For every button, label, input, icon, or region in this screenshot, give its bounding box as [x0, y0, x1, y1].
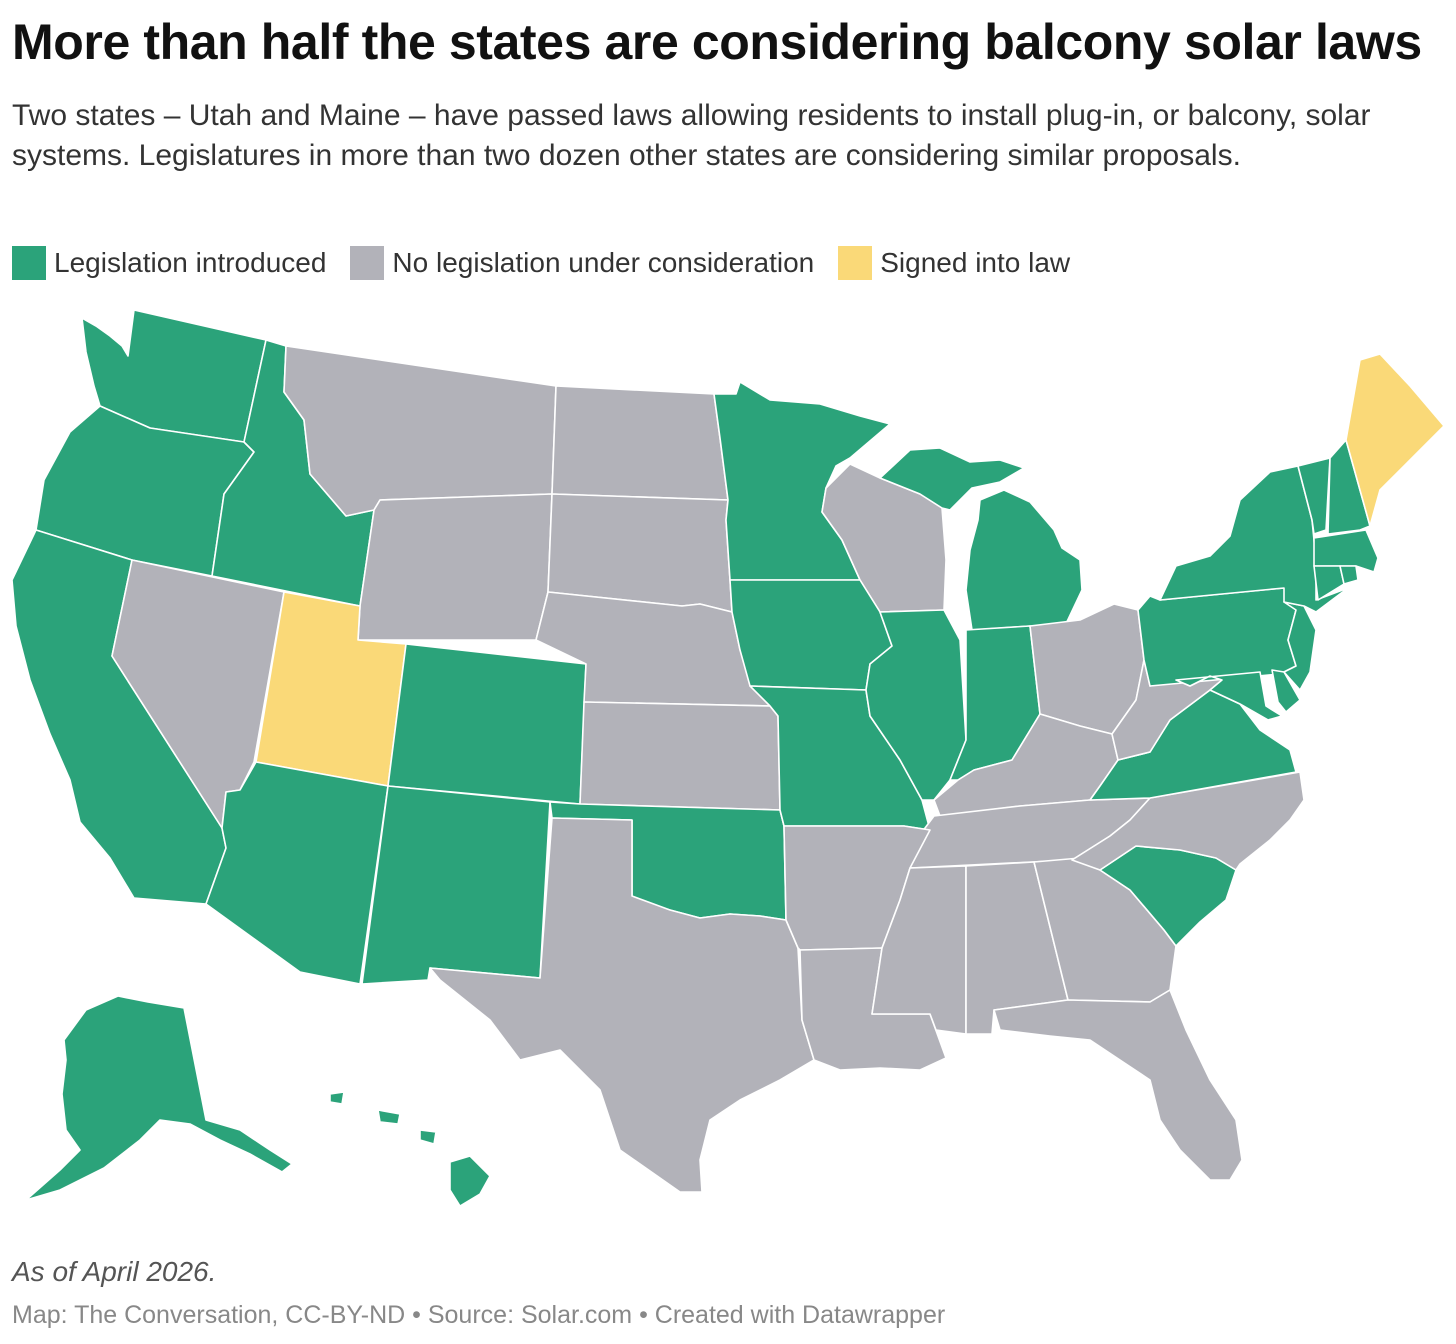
state-wisconsin[interactable] — [821, 463, 947, 613]
legend-swatch-none — [350, 246, 385, 280]
state-iowa[interactable] — [729, 579, 893, 691]
state-new-jersey[interactable] — [1283, 601, 1317, 691]
legend: Legislation introduced No legislation un… — [12, 244, 1094, 282]
state-michigan-upper[interactable] — [879, 447, 1025, 511]
legend-label-introduced: Legislation introduced — [54, 247, 327, 278]
us-map — [11, 309, 1445, 1207]
state-minnesota[interactable] — [713, 381, 891, 581]
state-rhode-island[interactable] — [1339, 565, 1359, 585]
state-north-dakota[interactable] — [551, 385, 729, 501]
state-wyoming[interactable] — [357, 493, 553, 641]
state-arizona[interactable] — [205, 761, 389, 985]
state-hawaii[interactable] — [329, 1091, 491, 1207]
state-illinois[interactable] — [865, 609, 967, 801]
state-maryland[interactable] — [1175, 671, 1283, 721]
legend-item-introduced: Legislation introduced — [12, 246, 326, 280]
legend-swatch-signed — [838, 246, 873, 280]
legend-label-none: No legislation under consideration — [392, 247, 815, 278]
legend-item-signed: Signed into law — [838, 246, 1070, 280]
state-texas[interactable] — [429, 817, 815, 1193]
state-delaware[interactable] — [1271, 669, 1301, 713]
legend-label-signed: Signed into law — [880, 247, 1071, 278]
chart-title: More than half the states are considerin… — [12, 14, 1422, 70]
legend-swatch-introduced — [12, 246, 46, 280]
state-vermont[interactable] — [1297, 457, 1331, 535]
state-north-carolina[interactable] — [1071, 771, 1305, 871]
chart-note: As of April 2026. — [12, 1256, 217, 1287]
legend-item-none: No legislation under consideration — [350, 246, 814, 280]
state-new-mexico[interactable] — [361, 785, 551, 985]
state-maine[interactable] — [1345, 353, 1445, 527]
chart-credits: Map: The Conversation, CC-BY-ND • Source… — [12, 1301, 946, 1329]
state-new-hampshire[interactable] — [1327, 439, 1371, 535]
state-alaska[interactable] — [25, 995, 293, 1201]
state-florida[interactable] — [993, 989, 1243, 1181]
state-michigan-lower[interactable] — [965, 489, 1083, 631]
state-colorado[interactable] — [387, 643, 587, 805]
chart-subtitle: Two states – Utah and Maine – have passe… — [12, 99, 1371, 172]
state-kansas[interactable] — [579, 701, 781, 811]
state-montana[interactable] — [283, 345, 557, 517]
